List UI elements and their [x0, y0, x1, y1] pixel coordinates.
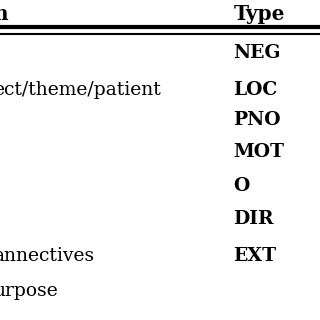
- Text: PNO: PNO: [234, 111, 281, 129]
- Text: O: O: [234, 177, 250, 195]
- Text: urpose: urpose: [0, 282, 58, 300]
- Text: LOC: LOC: [234, 81, 278, 99]
- Text: Type: Type: [234, 4, 285, 24]
- Text: MOT: MOT: [234, 143, 284, 161]
- Text: DIR: DIR: [234, 210, 274, 228]
- Text: n: n: [0, 4, 8, 24]
- Text: EXT: EXT: [234, 247, 277, 265]
- Text: ect/theme/patient: ect/theme/patient: [0, 81, 161, 99]
- Text: annectives: annectives: [0, 247, 95, 265]
- Text: NEG: NEG: [234, 44, 281, 62]
